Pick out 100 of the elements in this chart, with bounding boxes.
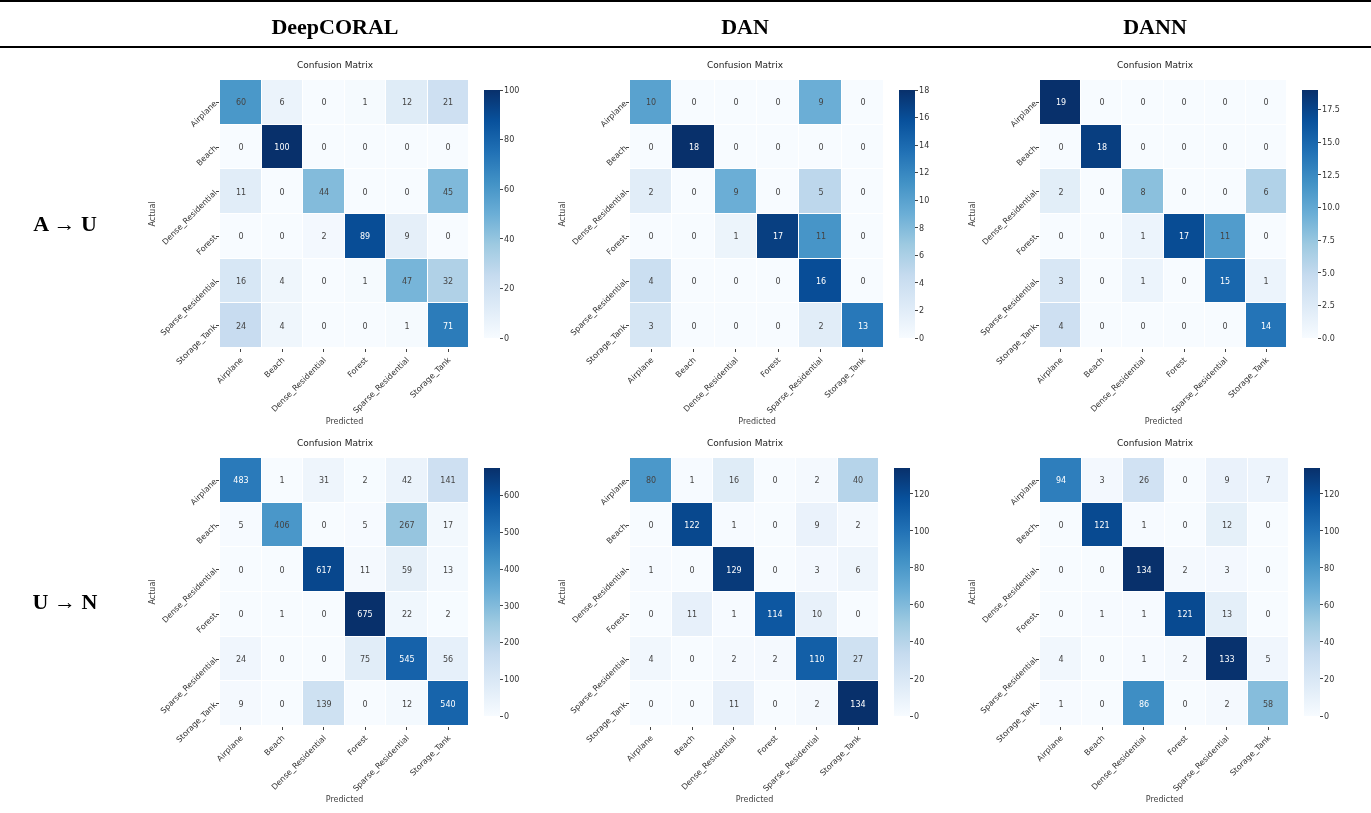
data-label: 7 — [1265, 475, 1271, 485]
color-bar-label: 20 — [1324, 674, 1335, 684]
data-label: 11 — [1219, 231, 1231, 241]
x-axis-title: Predicted — [735, 795, 774, 805]
data-label: 121 — [1177, 609, 1193, 619]
data-label: 75 — [359, 654, 371, 664]
y-axis-title: Actual — [557, 579, 567, 605]
data-label: 540 — [440, 699, 456, 709]
color-bar-label: 0 — [919, 333, 925, 343]
text: DeepCORAL — [270, 14, 400, 40]
color-bar-label: 0 — [504, 711, 510, 721]
color-bar-label: 400 — [504, 564, 520, 574]
data-label: 4 — [648, 654, 654, 664]
color-bar-label: 80 — [504, 135, 515, 145]
data-label: 0 — [855, 609, 861, 619]
data-label: 0 — [1058, 609, 1064, 619]
color-bar-label: 8 — [919, 223, 925, 233]
color-bar-label: 0 — [914, 711, 920, 721]
color-bar-label: 80 — [914, 563, 925, 573]
data-label: 0 — [321, 276, 327, 286]
data-label: 0 — [445, 231, 451, 241]
data-label: 5 — [238, 520, 244, 530]
color-bar-label: 20 — [504, 284, 515, 294]
data-label: 139 — [316, 699, 332, 709]
data-label: 0 — [689, 654, 695, 664]
color-bar-label: 40 — [1324, 637, 1335, 647]
data-label: 18 — [688, 142, 700, 152]
data-label: 0 — [279, 699, 285, 709]
data-label: 0 — [775, 187, 781, 197]
data-label: 0 — [279, 231, 285, 241]
color-bar-label: 18 — [919, 85, 930, 95]
data-label: 2 — [1224, 699, 1230, 709]
color-bar-label: 60 — [1324, 600, 1335, 610]
chart-title: Confusion Matrix — [297, 60, 374, 71]
data-label: 15 — [1219, 276, 1231, 286]
data-label: 0 — [1181, 97, 1187, 107]
data-label: 2 — [445, 609, 451, 619]
data-label: 0 — [648, 609, 654, 619]
data-label: 0 — [1182, 520, 1188, 530]
data-label: 6 — [1263, 187, 1269, 197]
data-label: 0 — [1058, 565, 1064, 575]
data-label: 406 — [274, 520, 290, 530]
data-label: 0 — [1265, 609, 1271, 619]
data-label: 1 — [1141, 654, 1147, 664]
color-bar-label: 5.0 — [1322, 268, 1335, 278]
data-label: 0 — [238, 565, 244, 575]
data-label: 12 — [401, 699, 413, 709]
data-label: 0 — [775, 276, 781, 286]
data-label: 0 — [691, 231, 697, 241]
color-bar-label: 12.5 — [1322, 170, 1340, 180]
data-label: 60 — [235, 97, 247, 107]
data-label: 12 — [401, 97, 413, 107]
data-label: 18 — [1096, 142, 1108, 152]
text: U → N — [31, 589, 99, 615]
data-label: 47 — [401, 276, 413, 286]
data-label: 4 — [279, 276, 285, 286]
color-bar-label: 80 — [1324, 563, 1335, 573]
data-label: 17 — [442, 520, 454, 530]
data-label: 42 — [401, 475, 413, 485]
data-label: 58 — [1262, 699, 1274, 709]
data-label: 0 — [691, 187, 697, 197]
data-label: 22 — [401, 609, 413, 619]
data-label: 2 — [1182, 565, 1188, 575]
data-label: 0 — [1099, 699, 1105, 709]
color-bar-label: 100 — [504, 85, 520, 95]
data-label: 1 — [1140, 276, 1146, 286]
data-label: 86 — [1138, 699, 1150, 709]
data-label: 0 — [772, 520, 778, 530]
data-label: 0 — [860, 276, 866, 286]
data-label: 0 — [860, 97, 866, 107]
data-label: 4 — [648, 276, 654, 286]
data-label: 5 — [362, 520, 368, 530]
color-bar-label: 0.0 — [1322, 333, 1335, 343]
data-label: 129 — [726, 565, 742, 575]
data-label: 141 — [440, 475, 456, 485]
data-label: 0 — [1265, 565, 1271, 575]
data-label: 0 — [404, 187, 410, 197]
data-label: 3 — [814, 565, 820, 575]
data-label: 1 — [279, 609, 285, 619]
data-label: 11 — [359, 565, 371, 575]
data-label: 1 — [1263, 276, 1269, 286]
color-bar-label: 0 — [1324, 711, 1330, 721]
data-label: 0 — [1099, 654, 1105, 664]
data-label: 0 — [238, 609, 244, 619]
data-label: 45 — [442, 187, 454, 197]
data-label: 13 — [1221, 609, 1233, 619]
color-bar-label: 0 — [504, 333, 510, 343]
data-label: 122 — [684, 520, 700, 530]
data-label: 40 — [852, 475, 864, 485]
data-label: 2 — [1182, 654, 1188, 664]
data-label: 0 — [691, 97, 697, 107]
text: A → U — [32, 211, 98, 237]
data-label: 3 — [648, 321, 654, 331]
data-label: 0 — [689, 699, 695, 709]
x-axis-title: Predicted — [325, 417, 364, 427]
data-label: 31 — [318, 475, 330, 485]
color-bar-label: 2 — [919, 306, 925, 316]
data-label: 0 — [775, 321, 781, 331]
data-label: 32 — [442, 276, 454, 286]
data-label: 0 — [733, 276, 739, 286]
